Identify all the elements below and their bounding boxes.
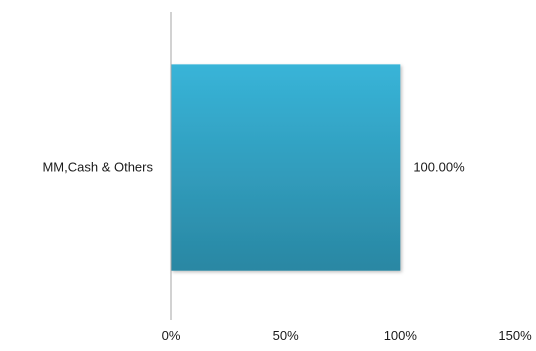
category-label-0: MM,Cash & Others — [42, 160, 153, 175]
data-label-0: 100.00% — [413, 160, 465, 175]
bar-0 — [171, 64, 401, 271]
x-tick-label-2: 100% — [384, 328, 418, 343]
x-tick-label-1: 50% — [273, 328, 299, 343]
x-tick-label-0: 0% — [162, 328, 181, 343]
x-tick-label-3: 150% — [498, 328, 532, 343]
